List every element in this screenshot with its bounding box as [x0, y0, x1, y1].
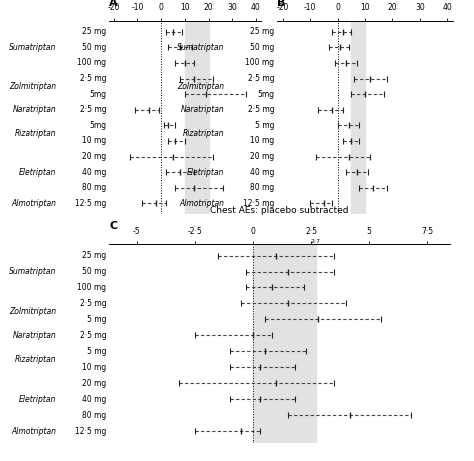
Text: Rizatriptan: Rizatriptan: [15, 129, 56, 138]
Text: 50 mg: 50 mg: [82, 43, 106, 52]
Text: Zolmitriptan: Zolmitriptan: [177, 82, 225, 91]
Text: 5 mg: 5 mg: [87, 347, 106, 356]
Text: 2·5 mg: 2·5 mg: [248, 74, 274, 83]
Text: Eletriptan: Eletriptan: [19, 395, 56, 404]
Text: 12·5 mg: 12·5 mg: [243, 199, 274, 208]
Text: 50 mg: 50 mg: [82, 267, 106, 276]
Text: Almotriptan: Almotriptan: [11, 199, 56, 208]
Text: 5 mg: 5 mg: [87, 315, 106, 324]
Text: Zolmitriptan: Zolmitriptan: [9, 82, 56, 91]
Text: 40 mg: 40 mg: [82, 168, 106, 177]
Text: B: B: [277, 0, 286, 7]
Text: Almotriptan: Almotriptan: [180, 199, 225, 208]
Text: 2·5 mg: 2·5 mg: [248, 105, 274, 114]
Text: 25 mg: 25 mg: [250, 27, 274, 36]
Text: Almotriptan: Almotriptan: [11, 427, 56, 436]
Text: 5mg: 5mg: [257, 89, 274, 99]
Text: Eletriptan: Eletriptan: [187, 168, 225, 177]
Text: 80 mg: 80 mg: [250, 183, 274, 192]
Text: C: C: [109, 220, 117, 230]
Text: Rizatriptan: Rizatriptan: [183, 129, 225, 138]
Text: 40 mg: 40 mg: [250, 168, 274, 177]
Text: 5mg: 5mg: [89, 121, 106, 130]
Bar: [351, 21, 365, 214]
Text: 80 mg: 80 mg: [82, 183, 106, 192]
Text: 20 mg: 20 mg: [250, 152, 274, 161]
Text: 5mg: 5mg: [89, 89, 106, 99]
Text: 100 mg: 100 mg: [77, 59, 106, 67]
Title: Chest AEs: placebo subtracted: Chest AEs: placebo subtracted: [210, 206, 349, 215]
Bar: [185, 21, 209, 214]
Text: 10 mg: 10 mg: [82, 363, 106, 372]
Text: Rizatriptan: Rizatriptan: [15, 355, 56, 364]
Text: 20 mg: 20 mg: [82, 379, 106, 388]
Text: Eletriptan: Eletriptan: [19, 168, 56, 177]
Text: 2·5 mg: 2·5 mg: [80, 299, 106, 308]
Text: 50 mg: 50 mg: [250, 43, 274, 52]
Text: Sumatriptan: Sumatriptan: [177, 43, 225, 52]
Text: 100 mg: 100 mg: [246, 59, 274, 67]
Text: 12·5 mg: 12·5 mg: [75, 199, 106, 208]
Text: A: A: [109, 0, 118, 7]
Text: 2·5 mg: 2·5 mg: [80, 74, 106, 83]
Text: 12·5 mg: 12·5 mg: [75, 427, 106, 436]
Text: 2·5 mg: 2·5 mg: [80, 331, 106, 340]
Bar: [253, 244, 316, 443]
Text: 25 mg: 25 mg: [82, 27, 106, 36]
Text: 5 mg: 5 mg: [255, 121, 274, 130]
Text: 80 mg: 80 mg: [82, 411, 106, 420]
Text: 100 mg: 100 mg: [77, 283, 106, 292]
Text: 2·5 mg: 2·5 mg: [80, 105, 106, 114]
Text: Zolmitriptan: Zolmitriptan: [9, 307, 56, 316]
Text: 10 mg: 10 mg: [250, 136, 274, 146]
Text: Naratriptan: Naratriptan: [12, 105, 56, 114]
Text: Sumatriptan: Sumatriptan: [9, 267, 56, 276]
Text: 2·7: 2·7: [310, 239, 320, 244]
Text: Sumatriptan: Sumatriptan: [9, 43, 56, 52]
Text: Naratriptan: Naratriptan: [181, 105, 225, 114]
Text: 10 mg: 10 mg: [82, 136, 106, 146]
Text: 40 mg: 40 mg: [82, 395, 106, 404]
Text: 20 mg: 20 mg: [82, 152, 106, 161]
Text: 25 mg: 25 mg: [82, 251, 106, 260]
Text: Naratriptan: Naratriptan: [12, 331, 56, 340]
